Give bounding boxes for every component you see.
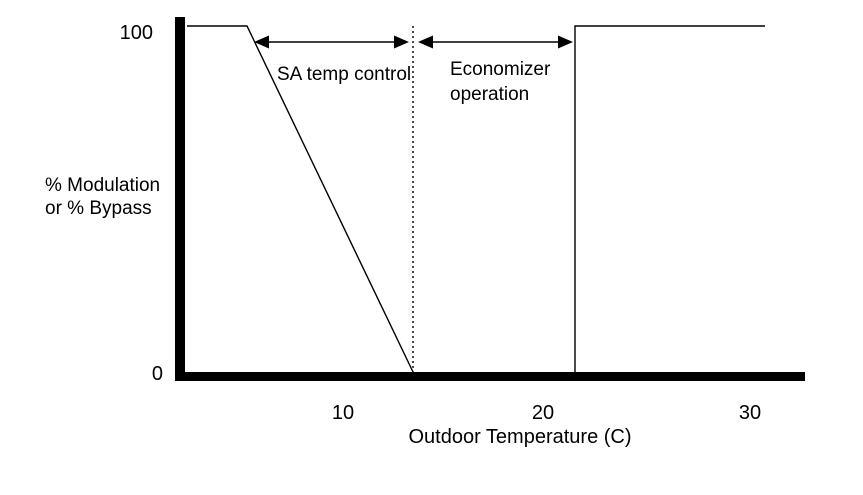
x-axis-line	[175, 372, 805, 381]
sa-temp-control-label: SA temp control	[277, 64, 411, 85]
series-economizer-high-limit	[574, 25, 765, 372]
y-axis-line	[175, 17, 185, 381]
economizer-operation-label-line2: operation	[450, 84, 529, 105]
arrow-left-head-icon	[418, 35, 433, 49]
x-tick-10: 10	[332, 402, 354, 424]
series-sa-temp-modulation-ramp	[187, 25, 414, 373]
economizer-operation-range-arrow	[418, 35, 573, 49]
arrow-right-head-icon	[558, 35, 573, 49]
y-tick-0: 0	[152, 363, 163, 385]
sa-temp-control-range-arrow	[254, 35, 409, 49]
arrow-right-head-icon	[394, 35, 409, 49]
y-axis-title-line2: or % Bypass	[45, 198, 152, 219]
x-axis-title: Outdoor Temperature (C)	[408, 426, 631, 448]
x-tick-20: 20	[532, 402, 554, 424]
arrow-left-head-icon	[254, 35, 269, 49]
economizer-operation-label-line1: Economizer	[450, 59, 551, 80]
x-tick-30: 30	[739, 402, 761, 424]
y-axis-title-line1: % Modulation	[45, 175, 160, 196]
y-tick-100: 100	[120, 22, 153, 44]
